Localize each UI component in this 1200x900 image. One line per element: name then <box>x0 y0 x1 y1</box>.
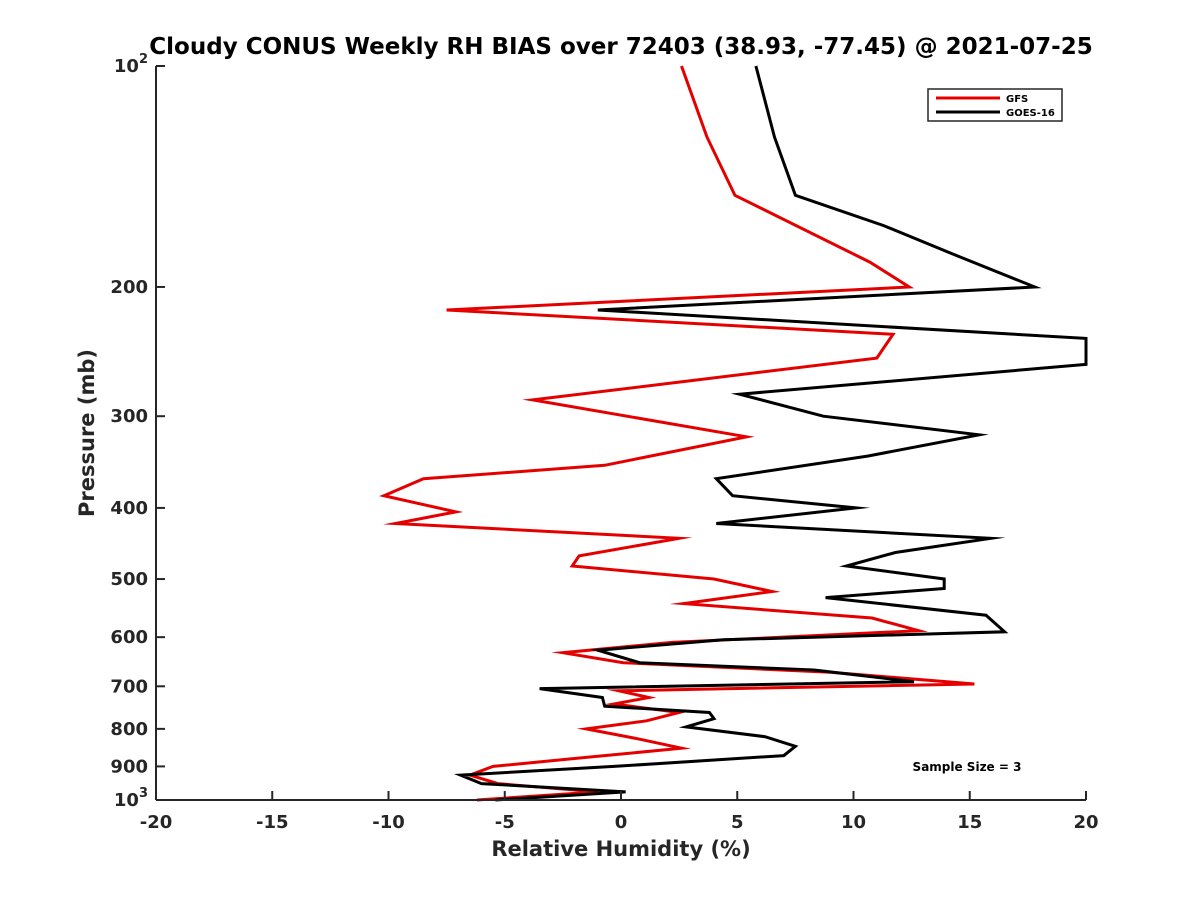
y-tick-label: 200 <box>110 277 148 298</box>
x-axis-label: Relative Humidity (%) <box>491 837 750 861</box>
y-tick-label: 500 <box>110 569 148 590</box>
y-tick-label: 300 <box>110 406 148 427</box>
legend-label: GFS <box>1006 94 1028 105</box>
y-axis-label: Pressure (mb) <box>75 349 99 517</box>
x-tick-label: 15 <box>957 812 982 833</box>
chart-title: Cloudy CONUS Weekly RH BIAS over 72403 (… <box>149 34 1092 60</box>
y-tick-label: 900 <box>110 756 148 777</box>
x-tick-label: -5 <box>495 812 515 833</box>
legend-box <box>927 88 1063 122</box>
y-tick-label: 800 <box>110 719 148 740</box>
x-tick-label: 5 <box>731 812 744 833</box>
x-tick-label: -15 <box>256 812 289 833</box>
axes-layer: -20 -15 -10 -5 0 5 10 15 20 102 200 300 400 500 600 700… <box>110 52 1098 833</box>
x-tick-label: 0 <box>615 812 628 833</box>
x-tick-label: -20 <box>140 812 173 833</box>
y-tick-label: 400 <box>110 498 148 519</box>
series-line-gfs <box>379 65 975 802</box>
x-tick-label: 20 <box>1073 812 1098 833</box>
series-line-goes-16 <box>453 65 1088 802</box>
y-tick-label: 102 <box>114 52 148 77</box>
legend: GFS GOES-16 <box>927 88 1063 122</box>
x-tick-label: 10 <box>841 812 866 833</box>
y-tick-label: 103 <box>114 786 148 811</box>
series-layer <box>379 65 1088 802</box>
sample-size-annotation: Sample Size = 3 <box>913 760 1022 774</box>
x-tick-label: -10 <box>372 812 405 833</box>
legend-label: GOES-16 <box>1006 108 1055 119</box>
y-tick-label: 700 <box>110 676 148 697</box>
y-tick-label: 600 <box>110 627 148 648</box>
